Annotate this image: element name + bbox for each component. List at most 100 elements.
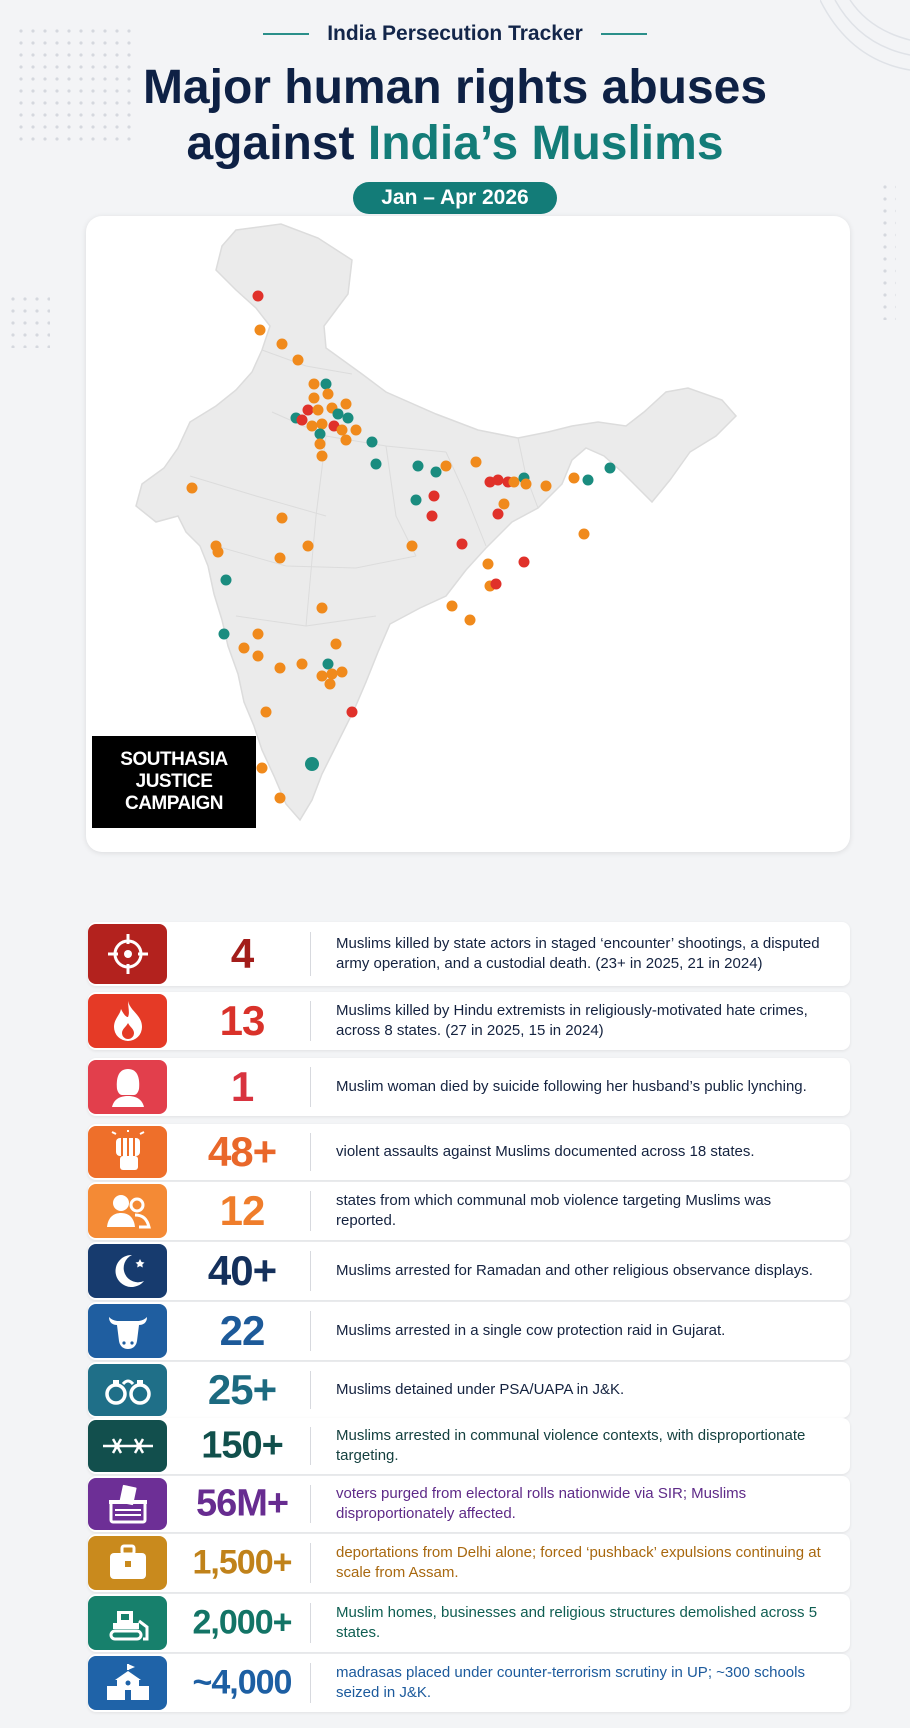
stat-description: states from which communal mob violence …: [336, 1192, 772, 1229]
incident-marker-orange: [292, 354, 304, 366]
stat-row: 48+ violent assaults against Muslims docu…: [88, 1124, 850, 1180]
stat-number: 150+: [201, 1424, 284, 1467]
india-map: [135, 223, 738, 822]
stat-row: ~4,000 madrasas placed under counter-terr…: [88, 1654, 850, 1712]
stat-number: ~4,000: [192, 1663, 293, 1702]
incident-marker-orange: [260, 706, 272, 718]
stat-row: 40+ Muslims arrested for Ramadan and othe…: [88, 1242, 850, 1300]
incident-marker-red: [492, 508, 504, 520]
incident-marker-orange: [252, 650, 264, 662]
incident-marker-orange: [302, 540, 314, 552]
stat-separator: [310, 1311, 311, 1351]
incident-marker-orange: [276, 512, 288, 524]
incident-marker-orange: [350, 424, 362, 436]
incident-marker-orange: [274, 792, 286, 804]
incident-marker-red: [426, 510, 438, 522]
incident-marker-teal: [322, 658, 334, 670]
stat-row: 150+ Muslims arrested in communal violenc…: [88, 1418, 850, 1474]
incident-marker-red: [346, 706, 358, 718]
incident-marker-red: [252, 290, 264, 302]
incident-marker-red: [296, 414, 308, 426]
kicker-text: India Persecution Tracker: [327, 22, 583, 45]
incident-marker-red: [490, 578, 502, 590]
stat-row: 56M+ voters purged from electoral rolls n…: [88, 1476, 850, 1532]
stat-number: 40+: [207, 1247, 277, 1294]
group-icon: [88, 1184, 167, 1238]
incident-marker-orange: [446, 600, 458, 612]
target-icon: [88, 924, 167, 984]
incident-markers: [186, 290, 616, 804]
barbed-wire-icon: [88, 1420, 167, 1472]
fist-icon: [88, 1126, 167, 1178]
incident-marker-orange: [324, 678, 336, 690]
stat-row: 1 Muslim woman died by suicide following …: [88, 1058, 850, 1116]
incident-marker-teal: [366, 436, 378, 448]
stat-description: madrasas placed under counter-terrorism …: [336, 1664, 805, 1701]
incident-marker-orange: [340, 434, 352, 446]
stat-row: 4 Muslims killed by state actors in stage…: [88, 922, 850, 986]
kicker-rule-right: [600, 33, 647, 35]
kicker: India Persecution Tracker: [263, 22, 647, 46]
incident-marker-orange: [308, 378, 320, 390]
india-outline: [135, 223, 738, 822]
stat-row: 1,500+ deportations from Delhi alone; for…: [88, 1534, 850, 1592]
stat-row: 13 Muslims killed by Hindu extremists in …: [88, 992, 850, 1050]
incident-marker-orange: [314, 438, 326, 450]
incident-marker-orange: [464, 614, 476, 626]
decorative-dots-right: [882, 184, 896, 320]
incident-marker-teal: [342, 412, 354, 424]
school-icon: [88, 1656, 167, 1710]
incident-marker-orange: [276, 338, 288, 350]
incident-marker-teal: [604, 462, 616, 474]
incident-marker-orange: [568, 472, 580, 484]
stat-number: 4: [230, 930, 254, 977]
stat-number: 22: [219, 1307, 266, 1354]
incident-marker-orange: [482, 558, 494, 570]
stat-row: 12 states from which communal mob violenc…: [88, 1182, 850, 1240]
stat-row: 2,000+ Muslim homes, businesses and relig…: [88, 1594, 850, 1652]
stat-description: Muslims arrested in a single cow protect…: [336, 1322, 726, 1339]
incident-marker-orange: [322, 388, 334, 400]
incident-marker-teal: [582, 474, 594, 486]
incident-marker-orange: [308, 392, 320, 404]
decorative-dots-left-lower: [10, 296, 50, 348]
incident-marker-orange: [336, 666, 348, 678]
stat-separator: [310, 1484, 311, 1524]
logo-line-1: SOUTHASIA: [120, 749, 228, 770]
incident-marker-orange: [498, 498, 510, 510]
incident-marker-orange: [316, 450, 328, 462]
stat-description: deportations from Delhi alone; forced ‘p…: [336, 1544, 821, 1581]
stat-number: 13: [219, 997, 266, 1044]
incident-marker-orange: [336, 424, 348, 436]
stat-separator: [310, 1067, 311, 1107]
logo-line-2: JUSTICE: [135, 771, 213, 792]
incident-marker-orange: [316, 418, 328, 430]
incident-marker-teal: [220, 574, 232, 586]
incident-marker-red: [518, 556, 530, 568]
incident-marker-teal: [305, 757, 319, 771]
incident-marker-orange: [212, 546, 224, 558]
stat-separator: [310, 1132, 311, 1172]
stat-description: violent assaults against Muslims documen…: [336, 1143, 755, 1160]
incident-marker-red: [302, 404, 314, 416]
cow-icon: [88, 1304, 167, 1358]
incident-marker-orange: [540, 480, 552, 492]
incident-marker-orange: [470, 456, 482, 468]
incident-marker-orange: [406, 540, 418, 552]
handcuffs-icon: [88, 1364, 167, 1416]
title-line-2-prefix: against: [186, 117, 368, 170]
incident-marker-red: [492, 474, 504, 486]
incident-marker-orange: [274, 552, 286, 564]
stat-description: Muslims detained under PSA/UAPA in J&K.: [336, 1381, 625, 1398]
incident-marker-orange: [326, 668, 338, 680]
incident-marker-orange: [296, 658, 308, 670]
stat-description: Muslim homes, businesses and religious s…: [336, 1604, 818, 1641]
stat-separator: [310, 1251, 311, 1291]
incident-marker-orange: [186, 482, 198, 494]
india-map-card: SOUTHASIA JUSTICE CAMPAIGN: [86, 216, 850, 852]
stat-description: Muslims killed by Hindu extremists in re…: [336, 1002, 808, 1039]
stat-description: Muslims arrested in communal violence co…: [336, 1427, 806, 1464]
logo-line-3: CAMPAIGN: [124, 793, 224, 814]
stat-description: Muslims arrested for Ramadan and other r…: [336, 1262, 813, 1279]
incident-marker-teal: [218, 628, 230, 640]
